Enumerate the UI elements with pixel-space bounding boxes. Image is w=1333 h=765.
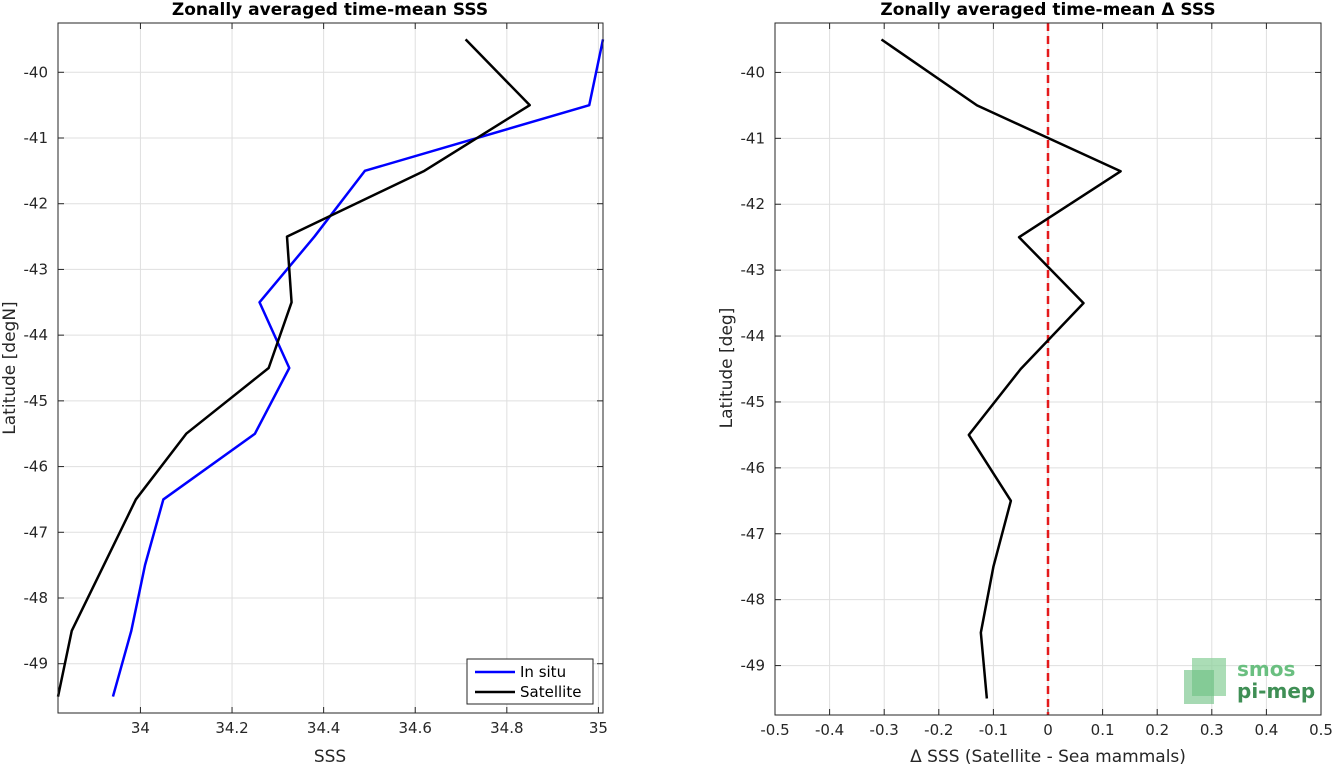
delta-sss-panel: Zonally averaged time-mean Δ SSS -0.5 -0.… <box>717 0 1333 765</box>
left-x-tick-label: 34.2 <box>215 719 248 737</box>
logo-text-pimep: pi-mep <box>1237 679 1315 703</box>
right-y-tick-label: -46 <box>741 459 766 477</box>
left-y-tick-label: -41 <box>24 129 49 147</box>
logo-block <box>1184 670 1214 704</box>
right-y-tick-label: -48 <box>741 591 766 609</box>
right-x-tick-label: -0.4 <box>815 721 844 739</box>
left-y-tick-label: -44 <box>24 326 49 344</box>
right-x-tick-label: -0.5 <box>760 721 789 739</box>
right-y-tick-label: -40 <box>741 63 766 81</box>
right-series-line-delta <box>880 38 1122 699</box>
left-y-tick-label: -42 <box>24 195 49 213</box>
sss-panel: Zonally averaged time-mean SSS 34 34.2 34.… <box>0 0 608 765</box>
right-y-tick-label: -49 <box>741 657 766 675</box>
right-x-tick-label: -0.3 <box>870 721 899 739</box>
legend-label-in-situ: In situ <box>520 663 566 681</box>
right-x-tick-label: 0.1 <box>1091 721 1115 739</box>
left-plot-area <box>58 23 603 713</box>
right-series <box>880 38 1122 699</box>
legend-label-satellite: Satellite <box>520 683 581 701</box>
left-x-tick-label: 35 <box>589 719 608 737</box>
logo-text-smos: smos <box>1237 657 1295 681</box>
left-series-line-satellite <box>56 38 531 697</box>
left-x-axis-label: SSS <box>314 747 346 765</box>
left-y-ticks: -40 -41 -42 -43 -44 -45 -46 -47 -48 -49 <box>24 63 603 673</box>
right-x-ticks: -0.5 -0.4 -0.3 -0.2 -0.1 0 0.1 0.2 0.3 0.4 0.5 <box>760 23 1333 739</box>
left-x-tick-label: 34 <box>131 719 150 737</box>
right-x-tick-label: -0.1 <box>979 721 1008 739</box>
right-chart-title: Zonally averaged time-mean Δ SSS <box>880 0 1215 20</box>
left-y-tick-label: -49 <box>24 655 49 673</box>
right-y-tick-label: -41 <box>741 129 766 147</box>
left-axes-box <box>57 22 604 714</box>
right-x-tick-label: 0.5 <box>1309 721 1333 739</box>
left-x-tick-label: 34.8 <box>490 719 523 737</box>
right-y-tick-label: -45 <box>741 393 766 411</box>
right-axes-box <box>774 22 1322 716</box>
right-x-tick-label: 0.2 <box>1145 721 1169 739</box>
right-y-tick-label: -43 <box>741 261 766 279</box>
left-x-tick-label: 34.4 <box>307 719 340 737</box>
left-chart-title: Zonally averaged time-mean SSS <box>172 0 488 20</box>
left-x-tick-label: 34.6 <box>399 719 432 737</box>
left-series <box>56 38 605 697</box>
right-x-axis-label: Δ SSS (Satellite - Sea mammals) <box>910 747 1186 765</box>
right-x-tick-label: 0 <box>1043 721 1053 739</box>
left-series-line-in-situ <box>111 39 605 697</box>
left-x-ticks: 34 34.2 34.4 34.6 34.8 35 <box>131 23 608 737</box>
left-y-tick-label: -48 <box>24 589 49 607</box>
left-y-tick-label: -43 <box>24 260 49 278</box>
right-y-tick-label: -44 <box>741 327 766 345</box>
right-x-tick-label: 0.4 <box>1254 721 1278 739</box>
right-y-axis-label: Latitude [deg] <box>717 308 737 429</box>
left-y-tick-label: -40 <box>24 63 49 81</box>
left-y-tick-label: -45 <box>24 392 49 410</box>
right-y-ticks: -40 -41 -42 -43 -44 -45 -46 -47 -48 -49 <box>741 63 1321 675</box>
right-y-tick-label: -42 <box>741 195 766 213</box>
legend: In situ Satellite <box>466 658 594 705</box>
right-y-tick-label: -47 <box>741 525 766 543</box>
legend-box <box>466 658 594 705</box>
right-x-tick-label: 0.3 <box>1200 721 1224 739</box>
smos-pimep-logo: smos pi-mep <box>1184 657 1315 704</box>
left-y-axis-label: Latitude [degN] <box>0 301 20 434</box>
right-x-tick-label: -0.2 <box>924 721 953 739</box>
left-y-tick-label: -46 <box>24 458 49 476</box>
left-y-tick-label: -47 <box>24 523 49 541</box>
